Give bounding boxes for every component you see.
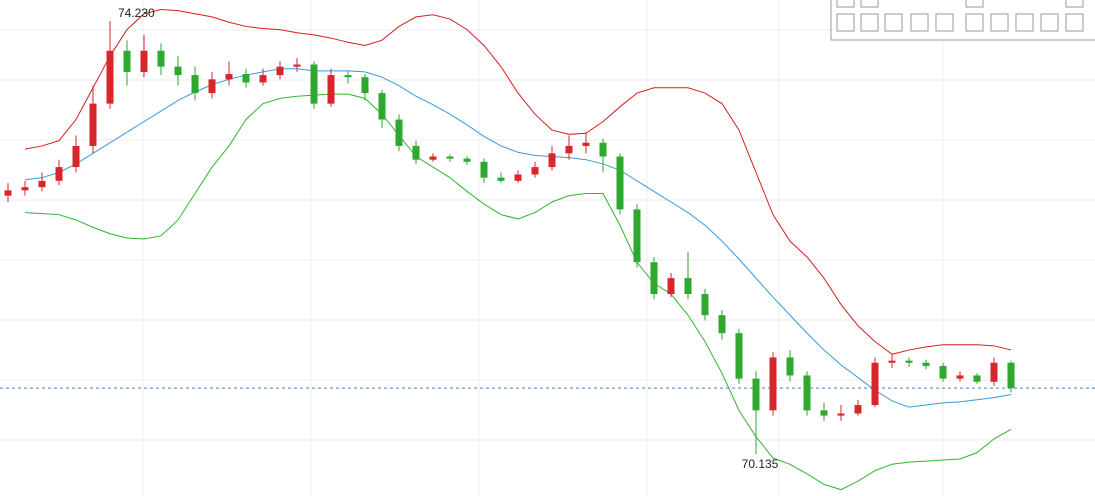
candle-body (990, 362, 998, 382)
candle-body (939, 365, 947, 379)
candle-body (480, 161, 488, 178)
candle-body (650, 262, 658, 295)
candle-body (191, 75, 199, 94)
candle-body (327, 75, 335, 104)
candle-body (310, 64, 318, 104)
candle-body (786, 357, 794, 376)
candle-body (820, 410, 828, 416)
candle-body (497, 177, 505, 181)
candle-body (361, 77, 369, 94)
candle-body (208, 79, 216, 94)
candle-body (888, 360, 896, 363)
candle-body (242, 74, 250, 83)
candle-body (123, 50, 131, 72)
band-line (24, 68, 1012, 408)
tool-c[interactable] (1015, 13, 1034, 32)
candle-body (344, 75, 352, 78)
candle-body (174, 66, 182, 76)
candle-body (582, 142, 590, 146)
candle-body (531, 167, 539, 175)
candle-body (225, 74, 233, 80)
candle-body (293, 64, 301, 67)
tool-i[interactable] (1065, 0, 1084, 8)
candle-body (616, 156, 624, 210)
candle-body (667, 278, 675, 295)
candle-body (429, 156, 437, 160)
candle-body (1007, 362, 1015, 389)
candle-body (871, 362, 879, 406)
candle-body (446, 156, 454, 159)
low-label: 70.135 (742, 457, 779, 471)
tool-f[interactable] (836, 0, 855, 8)
candle-body (922, 362, 930, 366)
candle-body (956, 375, 964, 379)
band-line (24, 93, 1012, 491)
candle-body (21, 187, 29, 191)
candle-body (854, 405, 862, 414)
candle-body (633, 209, 641, 263)
candle-body (38, 180, 46, 188)
candle-body (684, 278, 692, 295)
tool-rect[interactable] (836, 13, 855, 32)
candle-body (769, 357, 777, 411)
candle-body (514, 174, 522, 181)
band-line (24, 9, 1012, 355)
candle-body (157, 50, 165, 67)
tool-b[interactable] (990, 13, 1009, 32)
candle-body (752, 378, 760, 411)
candle-body (412, 145, 420, 160)
tool-delete[interactable] (935, 13, 954, 32)
candle-body (72, 145, 80, 168)
candle-body (565, 145, 573, 154)
high-label: 74.230 (118, 6, 155, 20)
candle-body (55, 167, 63, 181)
candle-body (837, 413, 845, 416)
tool-eraser[interactable] (910, 13, 929, 32)
tool-pen[interactable] (884, 13, 903, 32)
candle-body (140, 50, 148, 72)
tool-h[interactable] (965, 0, 984, 8)
candle-body (718, 315, 726, 334)
tool-d[interactable] (1040, 13, 1059, 32)
candle-body (463, 158, 471, 162)
candle-body (89, 103, 97, 146)
candle-body (599, 142, 607, 157)
candle-body (803, 375, 811, 411)
candle-body (106, 50, 114, 104)
candle-body (973, 375, 981, 382)
candle-body (548, 153, 556, 168)
candle-body (259, 75, 267, 83)
candle-body (395, 119, 403, 146)
tool-a[interactable] (965, 13, 984, 32)
candle-body (735, 333, 743, 379)
toolbar (830, 0, 1095, 41)
candle-body (4, 190, 12, 196)
tool-fib[interactable] (860, 13, 879, 32)
candle-body (378, 93, 386, 120)
candle-body (276, 66, 284, 76)
tool-g[interactable] (860, 0, 879, 8)
tool-e[interactable] (1065, 13, 1084, 32)
candle-body (701, 294, 709, 316)
candle-body (905, 360, 913, 363)
